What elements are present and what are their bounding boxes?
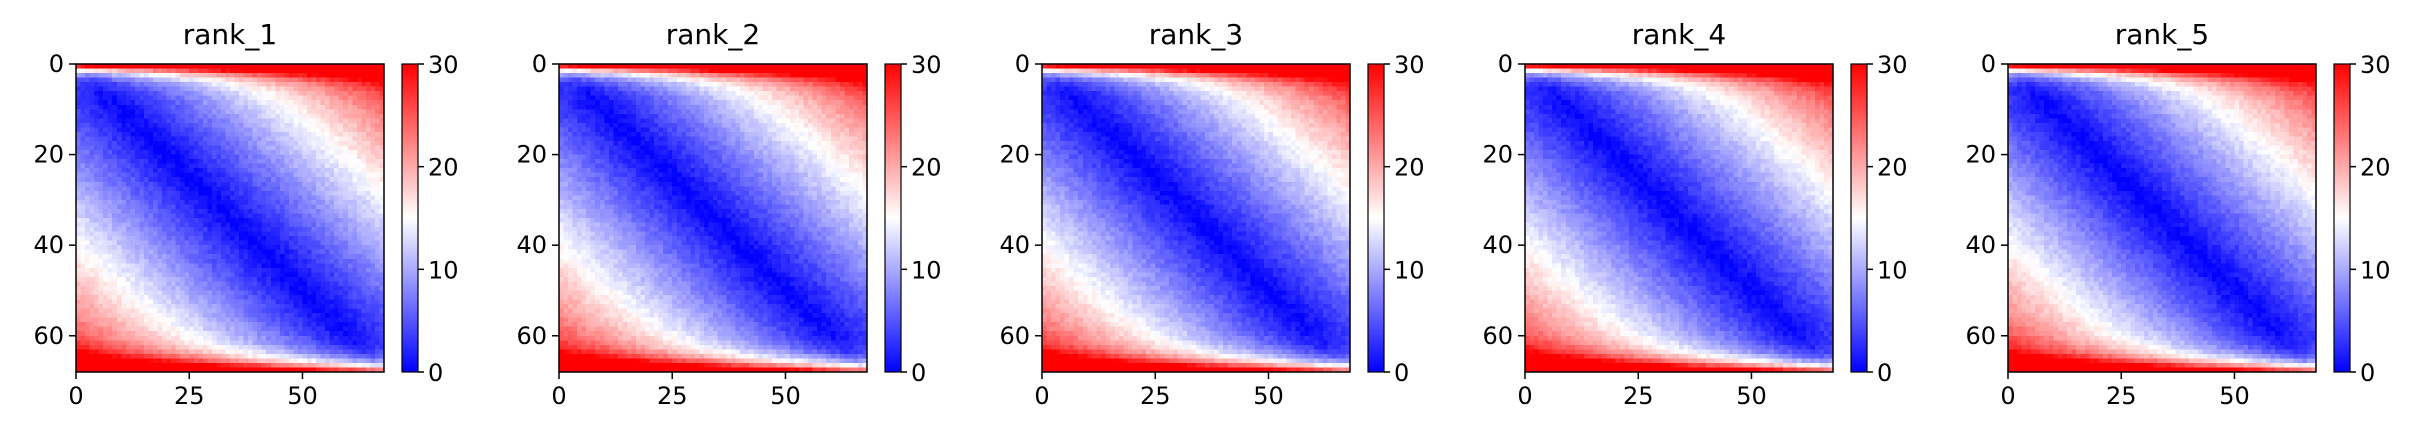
colorbar-tick-label: 10 [911, 256, 942, 284]
x-tick-label: 25 [1140, 382, 1171, 410]
colorbar [402, 64, 418, 372]
heatmap-cells [559, 64, 867, 372]
x-tick-label: 50 [2219, 382, 2250, 410]
y-tick-label: 60 [1965, 322, 1996, 350]
colorbar-tick-label: 0 [1877, 359, 1892, 387]
colorbar [885, 64, 901, 372]
x-tick-label: 50 [770, 382, 801, 410]
y-tick-label: 60 [999, 322, 1030, 350]
y-tick-label: 40 [1965, 231, 1996, 259]
colorbar [1851, 64, 1867, 372]
y-tick-label: 60 [1482, 322, 1513, 350]
colorbar-tick-label: 20 [1394, 154, 1425, 182]
x-tick-label: 25 [657, 382, 688, 410]
y-tick-label: 0 [1015, 50, 1030, 78]
x-tick-label: 25 [2106, 382, 2137, 410]
y-tick-label: 20 [999, 141, 1030, 169]
x-tick-label: 0 [2000, 382, 2015, 410]
colorbar-tick-label: 30 [1394, 51, 1425, 79]
colorbar-tick-label: 0 [2360, 359, 2375, 387]
panel-title: rank_3 [1149, 18, 1243, 51]
x-tick-label: 50 [1736, 382, 1767, 410]
heatmap-cells [1042, 64, 1350, 372]
heatmap-cells [2008, 64, 2316, 372]
panel-title: rank_2 [666, 18, 760, 51]
colorbar-tick-label: 0 [1394, 359, 1409, 387]
y-tick-label: 40 [999, 231, 1030, 259]
colorbar-tick-label: 20 [428, 154, 459, 182]
colorbar-tick-label: 10 [1877, 256, 1908, 284]
x-tick-label: 25 [1623, 382, 1654, 410]
y-tick-label: 0 [532, 50, 547, 78]
panel-title: rank_1 [183, 18, 277, 51]
y-tick-label: 20 [516, 141, 547, 169]
colorbar-tick-label: 10 [2360, 256, 2391, 284]
x-tick-label: 50 [1253, 382, 1284, 410]
x-tick-label: 25 [174, 382, 205, 410]
colorbar-tick-label: 0 [428, 359, 443, 387]
x-tick-label: 0 [1034, 382, 1049, 410]
colorbar [2334, 64, 2350, 372]
y-tick-label: 20 [1965, 141, 1996, 169]
colorbar-tick-label: 10 [428, 256, 459, 284]
heatmap-cells [76, 64, 384, 372]
colorbar-tick-label: 20 [911, 154, 942, 182]
y-tick-label: 40 [33, 231, 64, 259]
y-tick-label: 20 [33, 141, 64, 169]
y-tick-label: 60 [33, 322, 64, 350]
heatmap-panel-5: rank_5 0 25 50 0 20 40 60 0 10 20 30 [1965, 18, 2390, 410]
y-tick-label: 0 [1498, 50, 1513, 78]
y-tick-label: 0 [1981, 50, 1996, 78]
y-tick-label: 40 [1482, 231, 1513, 259]
colorbar-tick-label: 30 [428, 51, 459, 79]
y-tick-label: 0 [49, 50, 64, 78]
colorbar-tick-label: 10 [1394, 256, 1425, 284]
y-tick-label: 60 [516, 322, 547, 350]
colorbar-tick-label: 0 [911, 359, 926, 387]
heatmap-panel-4: rank_4 0 25 50 0 20 40 60 0 10 20 30 [1482, 18, 1907, 410]
y-tick-label: 40 [516, 231, 547, 259]
colorbar [1368, 64, 1384, 372]
panel-title: rank_4 [1632, 18, 1726, 51]
colorbar-tick-label: 20 [2360, 154, 2391, 182]
colorbar-tick-label: 30 [1877, 51, 1908, 79]
x-tick-label: 0 [1517, 382, 1532, 410]
x-tick-label: 0 [68, 382, 83, 410]
heatmap-panel-1: rank_1 0 25 50 0 20 40 60 0 10 20 30 [33, 18, 458, 410]
y-tick-label: 20 [1482, 141, 1513, 169]
panel-title: rank_5 [2115, 18, 2209, 51]
x-tick-label: 50 [287, 382, 318, 410]
colorbar-tick-label: 20 [1877, 154, 1908, 182]
heatmap-panel-2: rank_2 0 25 50 0 20 40 60 0 10 20 30 [516, 18, 941, 410]
x-tick-label: 0 [551, 382, 566, 410]
colorbar-tick-label: 30 [2360, 51, 2391, 79]
colorbar-tick-label: 30 [911, 51, 942, 79]
heatmap-panel-3: rank_3 0 25 50 0 20 40 60 0 10 20 30 [999, 18, 1424, 410]
heatmap-cells [1525, 64, 1833, 372]
